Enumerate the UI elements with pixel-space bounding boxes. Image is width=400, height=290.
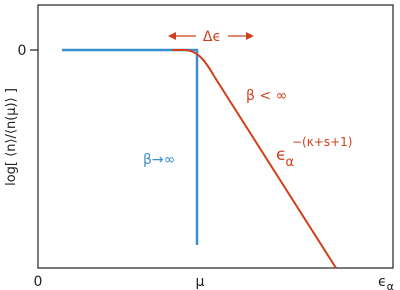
x-tick-label: μ [196,274,205,290]
red-label: β < ∞ [246,88,287,104]
x-axis-label: ϵα [378,274,394,290]
y-axis-label: log[ ⟨n⟩/⟨n(μ)⟩ ] [4,88,19,186]
delta-label: Δϵ [203,29,221,45]
power-base: ϵ [276,145,286,165]
blue-label: β→∞ [143,152,175,168]
x-label-sub: α [387,280,394,290]
x-tick-label: 0 [34,274,43,290]
power-sup: −(κ+s+1) [292,135,353,149]
smooth-curve [172,49,337,269]
power-sub: α [285,155,294,170]
y-tick-label: 0 [18,43,27,59]
step-curve [62,48,199,245]
delta-arrow [168,32,254,40]
x-label-base: ϵ [378,274,387,290]
power-law-label: ϵα −(κ+s+1) [276,135,353,170]
plot-frame [37,4,394,269]
